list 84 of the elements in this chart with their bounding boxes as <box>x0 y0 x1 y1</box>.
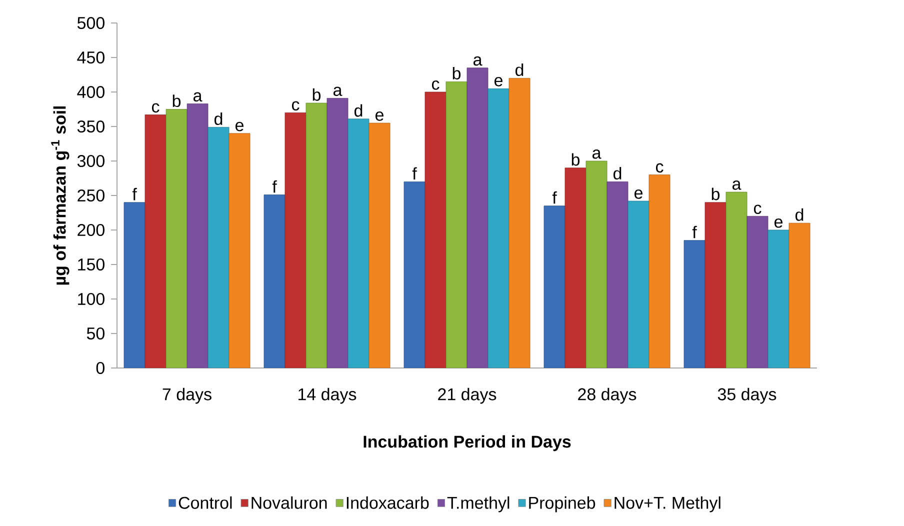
bar <box>606 182 628 368</box>
bar <box>124 202 146 368</box>
bar <box>348 118 370 368</box>
bar <box>404 182 426 368</box>
bar <box>508 78 530 368</box>
legend-label: Novaluron <box>252 496 327 509</box>
bar <box>704 202 726 368</box>
annotation: f <box>272 180 277 193</box>
bar <box>726 192 748 368</box>
y-tick-label: 350 <box>77 120 104 133</box>
bar <box>368 122 390 368</box>
annotation: a <box>334 86 342 96</box>
annotation: b <box>452 66 461 80</box>
bar <box>488 88 510 368</box>
y-tick-label: 500 <box>77 16 104 30</box>
annotation: d <box>214 112 222 125</box>
bar <box>284 112 306 368</box>
annotation: b <box>572 153 580 166</box>
bar <box>746 216 768 368</box>
annotation: e <box>376 112 384 121</box>
annotation: b <box>172 94 181 108</box>
annotation: b <box>312 88 321 101</box>
annotation: a <box>194 92 202 102</box>
bar <box>446 81 468 368</box>
annotation: f <box>412 167 417 180</box>
annotation: d <box>795 208 804 221</box>
bar <box>564 168 586 368</box>
x-tick-label: 14 days <box>298 388 356 404</box>
annotation: c <box>656 163 664 173</box>
bar <box>228 133 250 368</box>
bar <box>586 160 608 368</box>
x-tick-label: 28 days <box>578 388 636 404</box>
y-tick-label: 250 <box>78 189 104 202</box>
bar <box>466 68 488 368</box>
y-tick-label: 400 <box>77 86 104 98</box>
annotation: f <box>692 226 697 238</box>
y-tick-label: 0 <box>96 362 104 374</box>
y-tick-label: 450 <box>77 51 104 64</box>
legend-label: Control <box>178 496 232 509</box>
annotation: f <box>552 191 557 204</box>
x-tick-label: 21 days <box>438 388 496 404</box>
bar <box>186 104 208 368</box>
annotation: c <box>754 204 762 214</box>
y-tick-label: 200 <box>78 224 104 236</box>
bar <box>768 230 790 368</box>
annotation: e <box>774 218 782 228</box>
bar <box>648 174 670 368</box>
annotation: c <box>432 80 440 90</box>
annotation: e <box>236 122 244 132</box>
annotation: e <box>494 77 502 86</box>
y-axis-title: µg of farmazan g$^{-1}$ soil <box>51 106 70 285</box>
annotation: d <box>516 64 524 76</box>
x-tick-label: 7 days <box>162 388 212 404</box>
x-tick-label: 35 days <box>718 388 776 404</box>
y-tick-label: 50 <box>86 327 104 340</box>
annotation: a <box>592 149 602 159</box>
legend-label: Nov+T. Methyl <box>614 496 720 512</box>
legend-label: T.methyl <box>447 496 510 512</box>
legend-label: Indoxacarb <box>346 496 429 509</box>
bar <box>326 98 348 368</box>
bar <box>788 222 810 368</box>
bar <box>144 114 166 368</box>
bar <box>166 109 188 368</box>
y-tick-label: 100 <box>78 292 104 306</box>
annotation: e <box>634 190 642 199</box>
y-tick-label: 150 <box>78 258 104 271</box>
y-tick-label: 300 <box>77 154 104 168</box>
bar <box>684 240 706 368</box>
bar <box>306 102 328 368</box>
bar <box>544 206 566 368</box>
annotation: c <box>292 101 300 111</box>
bar <box>264 194 286 368</box>
annotation: d <box>354 104 362 117</box>
legend-label: Propineb <box>529 496 596 512</box>
annotation: a <box>474 56 482 66</box>
x-axis-title: Incubation Period in Days <box>364 435 571 452</box>
bar <box>208 126 230 368</box>
annotation: d <box>614 167 622 180</box>
bar <box>628 200 650 368</box>
annotation: b <box>712 188 720 200</box>
annotation: f <box>132 188 137 200</box>
annotation: a <box>732 180 742 190</box>
bar <box>424 92 446 368</box>
annotation: c <box>152 103 160 113</box>
